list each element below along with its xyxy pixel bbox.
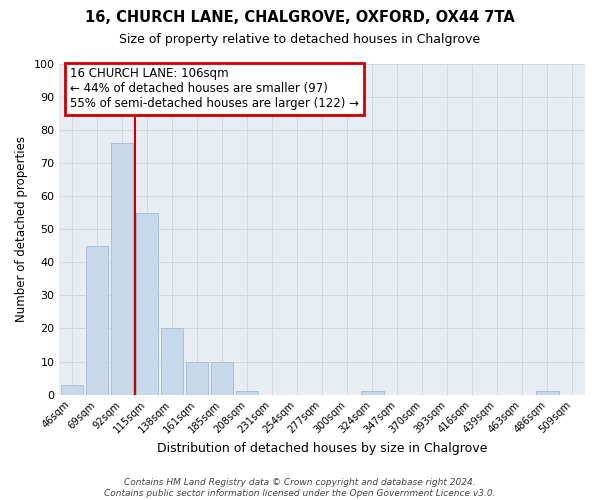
- Text: 16, CHURCH LANE, CHALGROVE, OXFORD, OX44 7TA: 16, CHURCH LANE, CHALGROVE, OXFORD, OX44…: [85, 10, 515, 25]
- Bar: [186, 362, 208, 394]
- X-axis label: Distribution of detached houses by size in Chalgrove: Distribution of detached houses by size …: [157, 442, 487, 455]
- Bar: [211, 362, 233, 394]
- Text: 16 CHURCH LANE: 106sqm
← 44% of detached houses are smaller (97)
55% of semi-det: 16 CHURCH LANE: 106sqm ← 44% of detached…: [70, 68, 359, 110]
- Bar: [136, 213, 158, 394]
- Text: Size of property relative to detached houses in Chalgrove: Size of property relative to detached ho…: [119, 32, 481, 46]
- Bar: [86, 246, 108, 394]
- Y-axis label: Number of detached properties: Number of detached properties: [15, 136, 28, 322]
- Bar: [111, 144, 133, 394]
- Bar: [361, 392, 383, 394]
- Bar: [536, 392, 559, 394]
- Bar: [236, 392, 259, 394]
- Text: Contains HM Land Registry data © Crown copyright and database right 2024.
Contai: Contains HM Land Registry data © Crown c…: [104, 478, 496, 498]
- Bar: [161, 328, 184, 394]
- Bar: [61, 384, 83, 394]
